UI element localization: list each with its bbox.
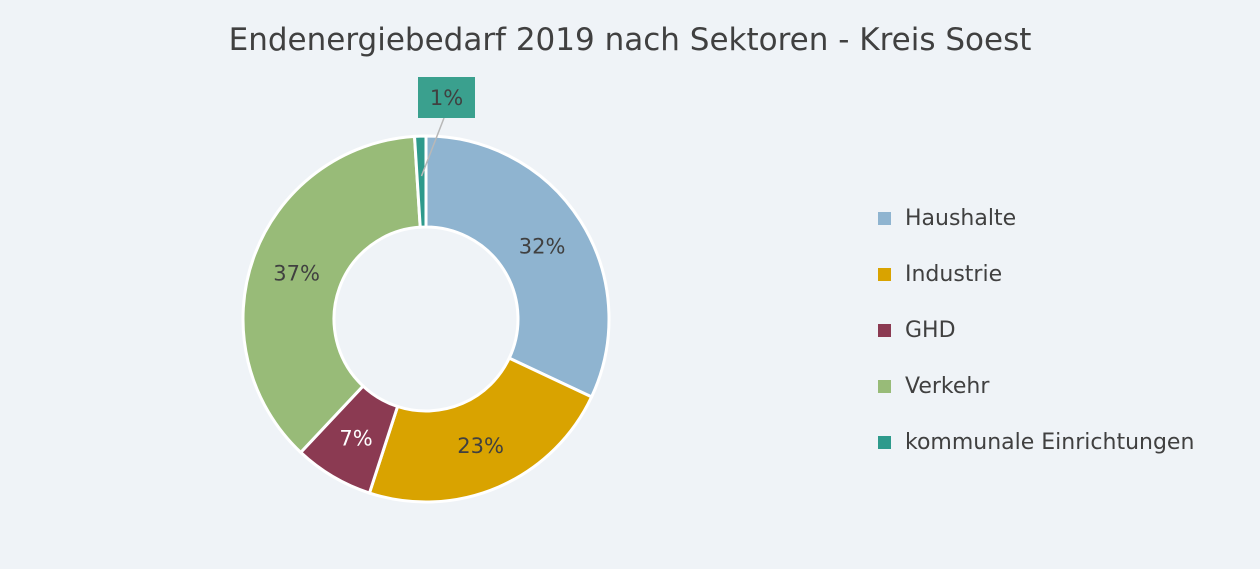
slice-industrie xyxy=(367,356,594,504)
legend-swatch xyxy=(878,267,891,281)
data-label-haushalte: 32% xyxy=(519,234,566,258)
data-labels: 32% 23% 7% 37% 1% xyxy=(273,77,565,458)
data-label-industrie: 23% xyxy=(457,434,504,458)
data-label-kommunale-einrichtungen: 1% xyxy=(430,86,463,110)
legend-item-verkehr: Verkehr xyxy=(878,358,1194,414)
donut-slices xyxy=(241,134,611,504)
legend-label: GHD xyxy=(905,317,956,343)
data-label-ghd: 7% xyxy=(339,426,372,450)
data-label-verkehr: 37% xyxy=(273,261,320,285)
legend-label: Verkehr xyxy=(905,373,990,399)
legend-item-kommunale-einrichtungen: kommunale Einrichtungen xyxy=(878,414,1194,470)
legend-item-ghd: GHD xyxy=(878,302,1194,358)
legend-swatch xyxy=(878,211,891,225)
slice-verkehr xyxy=(241,134,422,455)
slice-haushalte xyxy=(424,134,611,399)
legend-swatch xyxy=(878,435,891,449)
legend-swatch xyxy=(878,323,891,337)
legend-swatch xyxy=(878,379,891,393)
slice-kommunale-einrichtungen xyxy=(412,134,428,229)
chart-title: Endenergiebedarf 2019 nach Sektoren - Kr… xyxy=(228,22,1032,58)
legend: Haushalte Industrie GHD Verkehr kommunale Ei… xyxy=(878,190,1194,470)
leader-line-kommunale-einrichtungen xyxy=(420,117,445,177)
legend-label: kommunale Einrichtungen xyxy=(905,429,1195,455)
legend-label: Industrie xyxy=(905,261,1003,287)
legend-item-industrie: Industrie xyxy=(878,246,1194,302)
legend-item-haushalte: Haushalte xyxy=(878,190,1194,246)
legend-label: Haushalte xyxy=(905,205,1017,231)
data-label-box-kommunale-einrichtungen xyxy=(418,77,475,118)
